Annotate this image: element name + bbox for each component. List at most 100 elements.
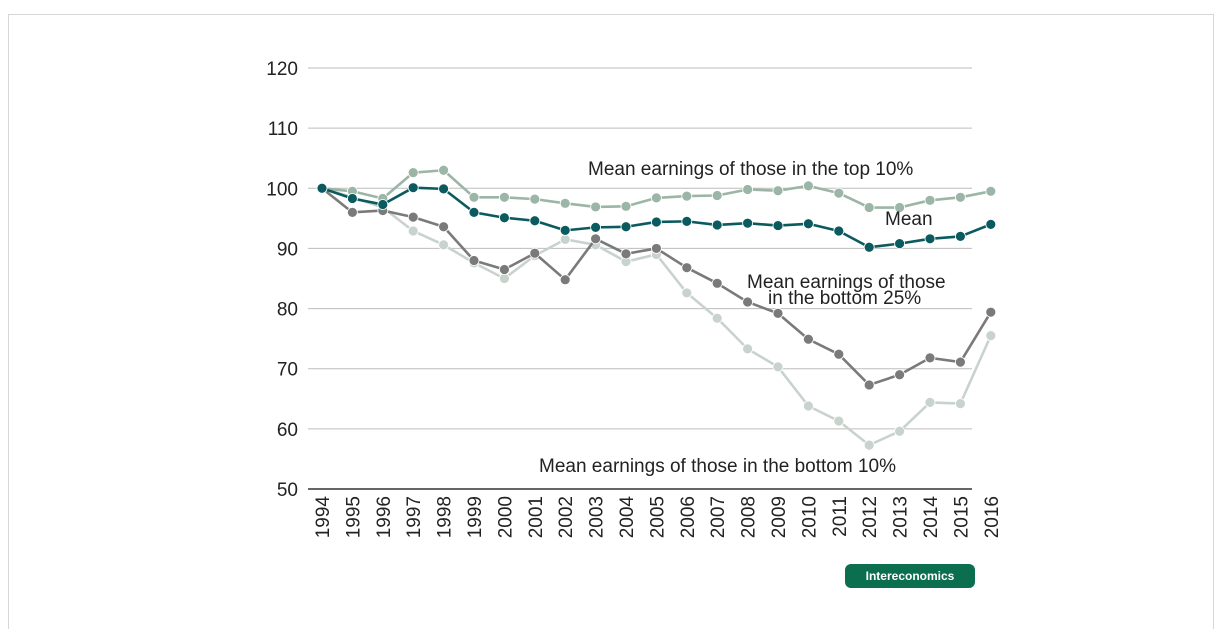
series-1-point-1999	[468, 206, 480, 218]
series-2-point-2015	[955, 356, 966, 368]
x-tick-label-1994: 1994	[313, 496, 334, 539]
series-1-point-2005	[651, 216, 662, 228]
series-0-point-1999	[468, 191, 480, 203]
series-2	[316, 182, 997, 391]
annotation-mean: Mean	[885, 209, 933, 230]
x-tick-label-1997: 1997	[404, 496, 425, 538]
series-1-point-1995	[346, 193, 358, 204]
series-0-point-2016	[985, 185, 997, 197]
series-0-point-2011	[833, 187, 845, 199]
series-1-point-2015	[955, 230, 966, 242]
series-0-point-2002	[559, 197, 571, 209]
x-tick-label-1995: 1995	[343, 496, 364, 538]
x-tick-label-2004: 2004	[617, 496, 638, 539]
series-0-point-2009	[772, 185, 784, 197]
x-tick-label-2014: 2014	[921, 496, 942, 539]
series-2-point-2016	[985, 306, 997, 318]
x-axis-tick-labels: 1994 1995 1996 1997 1998 1999 2000 2001 2002 2003…	[313, 496, 1003, 539]
series-1-point-2010	[803, 218, 814, 230]
series-1-point-1994	[316, 182, 328, 194]
series-1-point-2011	[833, 225, 845, 237]
series-2-point-1997	[407, 211, 419, 223]
series-3-point-2007	[711, 312, 723, 324]
series-1-point-2008	[742, 217, 753, 229]
series-0-point-2014	[924, 194, 936, 206]
y-tick-label-80: 80	[277, 300, 298, 321]
series-3-point-2016	[985, 330, 997, 342]
x-tick-label-2003: 2003	[587, 496, 608, 538]
series-1-point-2009	[772, 220, 784, 231]
series-3-point-2012	[863, 439, 875, 451]
series-2-point-2010	[803, 333, 814, 345]
series-1-point-1998	[438, 183, 450, 195]
series-0-point-2008	[742, 184, 753, 195]
y-tick-label-120: 120	[266, 59, 298, 80]
series-1-point-2001	[529, 215, 541, 227]
series-2-point-1995	[346, 206, 358, 218]
annotation-top10: Mean earnings of those in the top 10%	[588, 159, 913, 180]
x-tick-label-2005: 2005	[647, 496, 668, 538]
x-tick-label-2015: 2015	[951, 496, 972, 538]
series-0-point-2012	[863, 202, 875, 213]
y-axis-tick-labels: 50 60 70 80 90 100 110 120	[266, 59, 298, 501]
x-tick-label-1998: 1998	[435, 496, 456, 538]
x-tick-label-2006: 2006	[678, 496, 699, 538]
series-3-point-2014	[924, 396, 936, 408]
series-3-point-2013	[894, 425, 905, 437]
series-2-point-2009	[772, 307, 784, 319]
series-1-point-2000	[498, 212, 510, 224]
series-3-point-1997	[407, 225, 419, 237]
frame-border-left	[8, 14, 9, 629]
series-lines	[316, 164, 997, 451]
x-tick-label-2010: 2010	[799, 496, 820, 538]
series-1-point-1996	[377, 199, 389, 210]
series-3-point-2011	[833, 415, 845, 427]
series-2-point-2003	[590, 233, 601, 245]
series-2-point-2013	[894, 369, 905, 381]
series-2-point-2011	[833, 348, 845, 360]
badge-background	[845, 564, 975, 588]
x-tick-label-2002: 2002	[556, 496, 577, 538]
series-3-point-2010	[803, 400, 814, 412]
annotation-bottom10: Mean earnings of those in the bottom 10%	[539, 456, 896, 477]
series-0-point-2013	[894, 202, 905, 213]
series-3-point-2006	[681, 287, 693, 299]
annotation-bottom25-line2: in the bottom 25%	[768, 288, 921, 309]
series-3-point-2008	[742, 343, 753, 355]
y-tick-label-110: 110	[268, 119, 298, 140]
series-1-point-2002	[559, 224, 571, 236]
series-1-point-2004	[620, 221, 632, 233]
series-1-point-2012	[863, 241, 875, 253]
series-0	[316, 164, 997, 213]
x-tick-label-2016: 2016	[982, 496, 1003, 538]
x-tick-label-2009: 2009	[769, 496, 790, 538]
series-3-point-2015	[955, 398, 966, 409]
frame-border-top	[8, 14, 1214, 15]
series-1	[316, 182, 997, 253]
series-2-point-2008	[742, 296, 753, 308]
series-0-point-2010	[803, 180, 814, 192]
x-tick-label-1999: 1999	[465, 496, 486, 538]
series-0-point-2015	[955, 191, 966, 203]
series-1-point-2013	[894, 238, 905, 250]
series-0-point-1997	[407, 167, 419, 179]
annotation-bottom25-line1: Mean earnings of those	[747, 272, 946, 293]
series-2-point-2007	[711, 277, 723, 289]
series-2-point-2002	[559, 274, 571, 286]
intereconomics-badge: Intereconomics	[845, 564, 975, 588]
badge-label: Intereconomics	[866, 569, 955, 583]
series-0-point-2001	[529, 193, 541, 205]
series-0-point-2004	[620, 200, 632, 212]
annotations: Mean earnings of those in the top 10% Me…	[539, 159, 946, 477]
x-tick-label-2011: 2011	[830, 496, 851, 537]
y-tick-label-100: 100	[266, 179, 298, 200]
series-1-point-2016	[985, 218, 997, 230]
x-tick-label-2012: 2012	[860, 496, 881, 538]
y-tick-label-60: 60	[277, 420, 298, 441]
x-tick-label-1996: 1996	[374, 496, 395, 538]
series-2-point-2012	[863, 379, 875, 391]
series-3-point-2002	[559, 234, 571, 245]
x-tick-label-2013: 2013	[891, 496, 912, 538]
series-2-point-2004	[620, 248, 632, 260]
